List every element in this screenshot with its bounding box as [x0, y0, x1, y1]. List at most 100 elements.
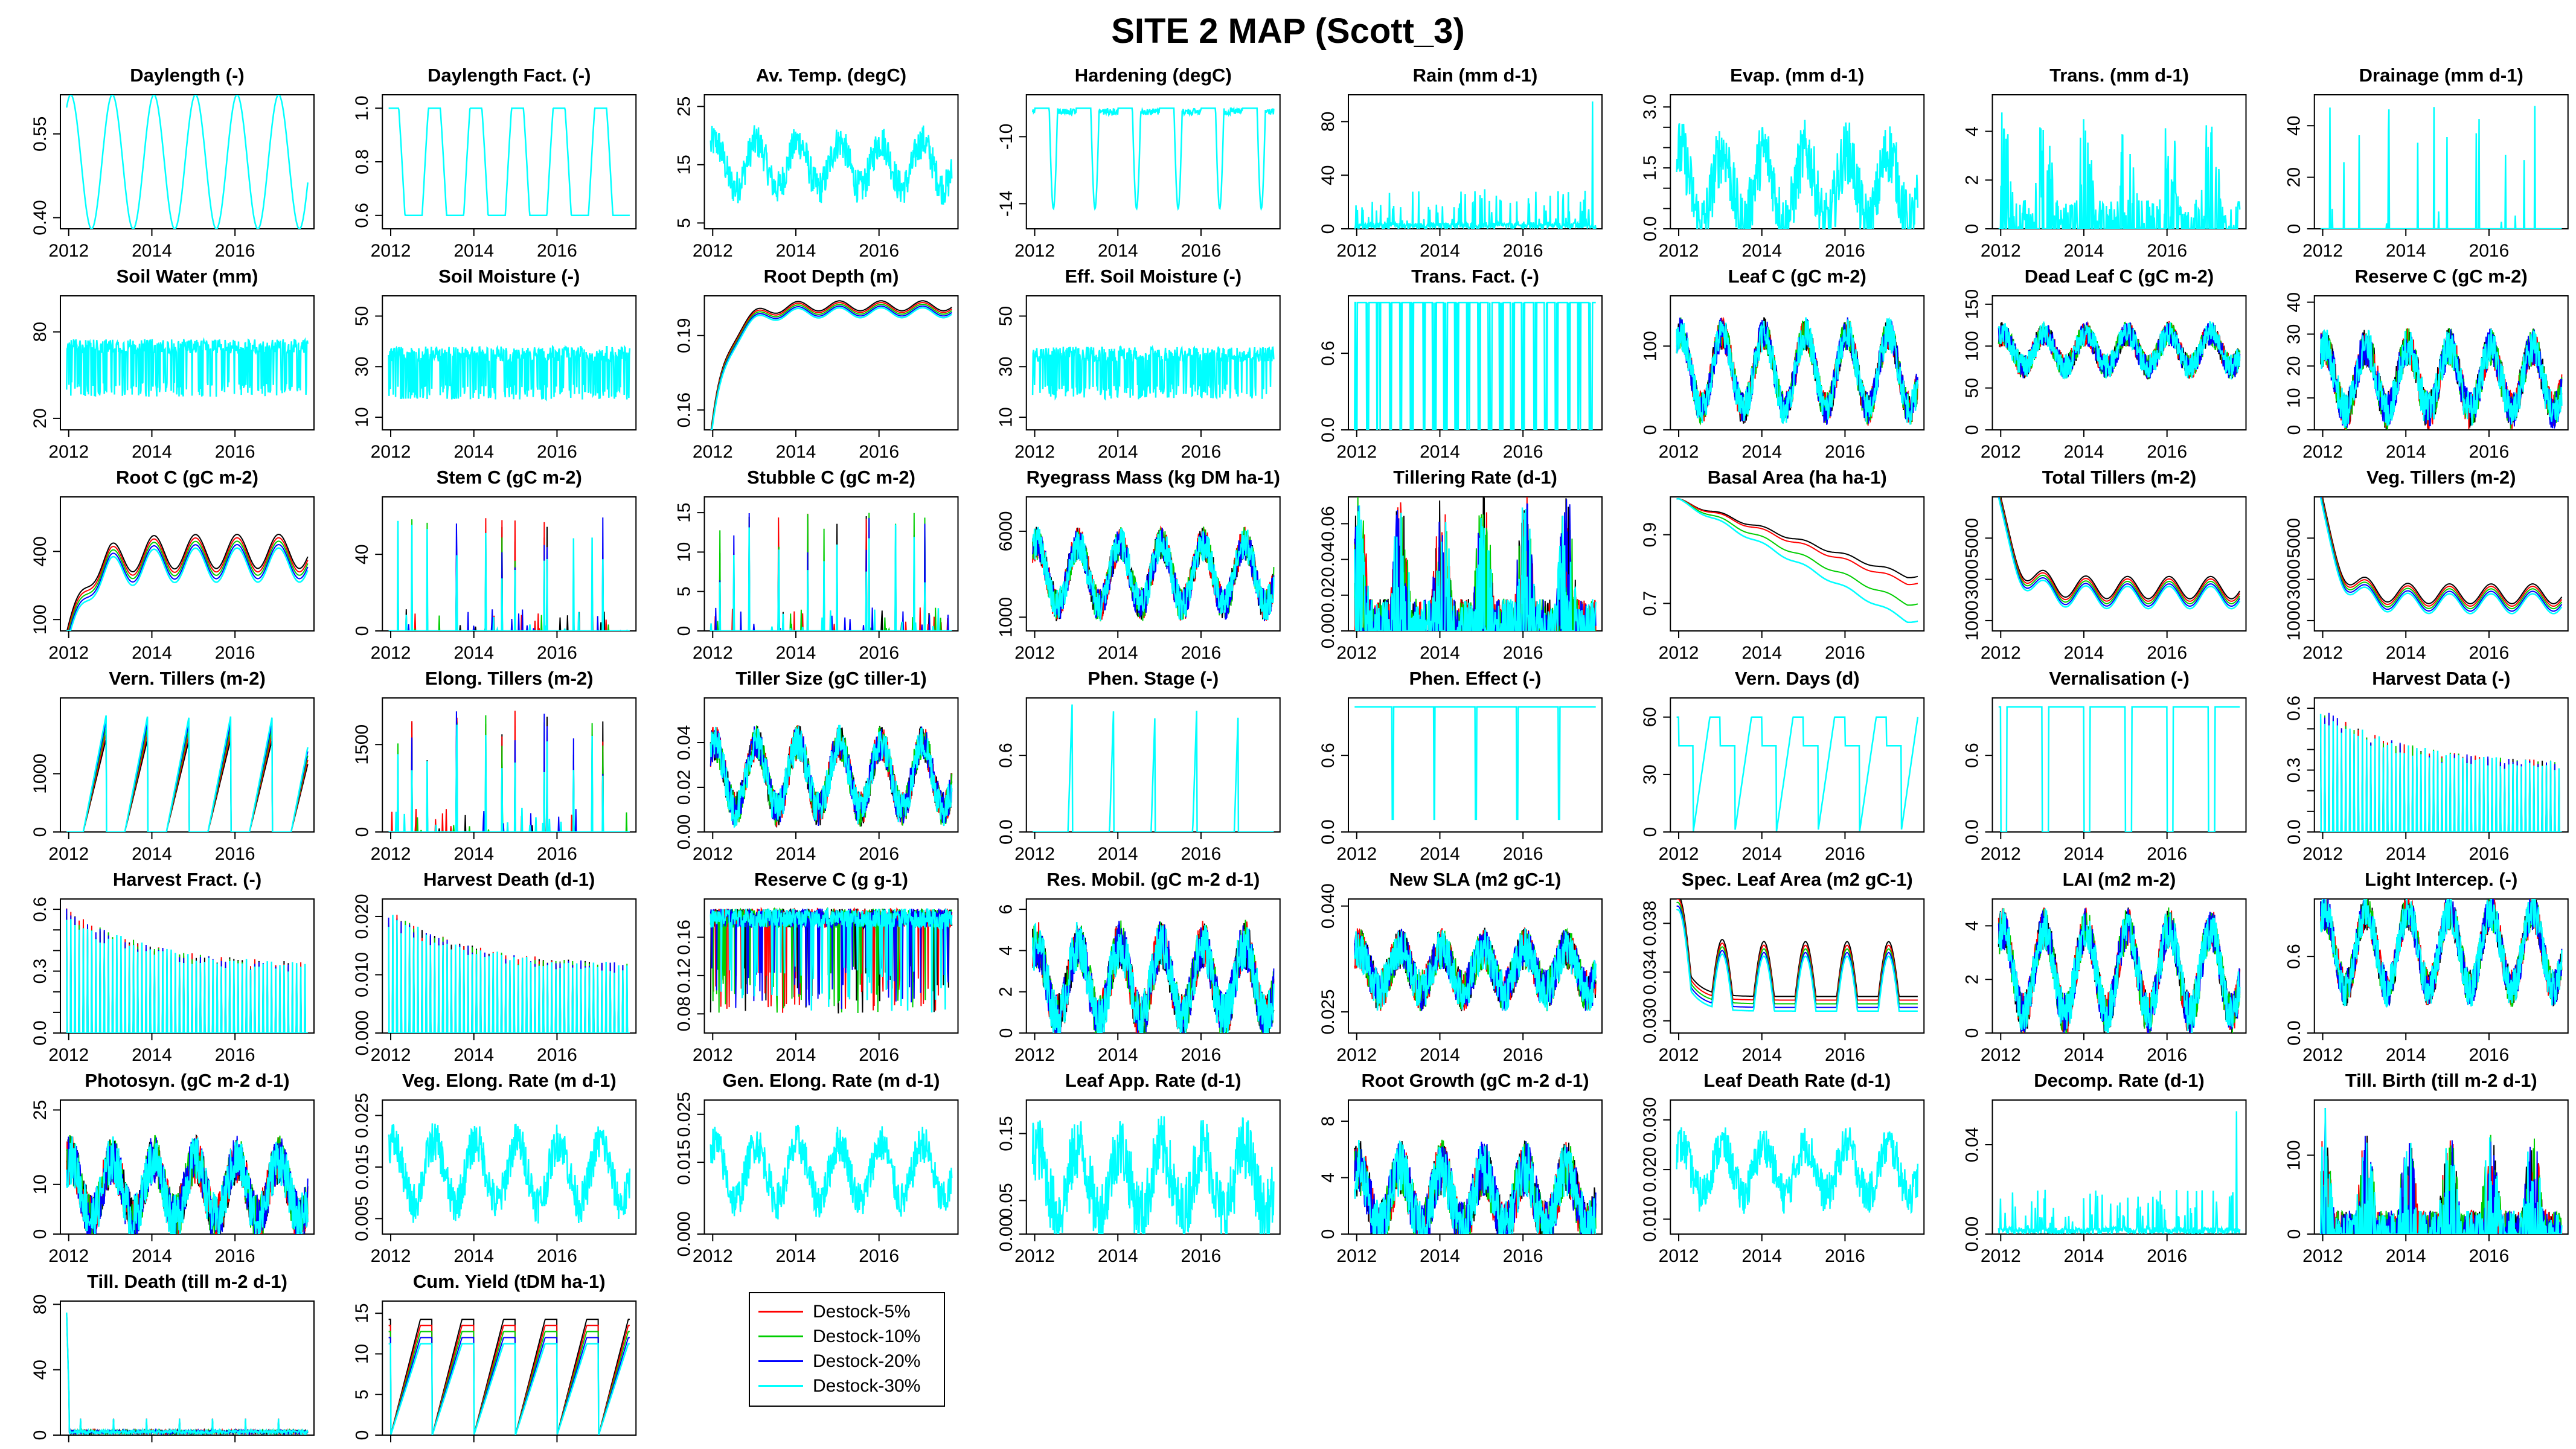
- y-tick-label: 400: [30, 536, 50, 566]
- y-tick-label: -10: [996, 124, 1016, 150]
- x-tick-label: 2016: [215, 241, 255, 261]
- series-line: [388, 517, 630, 631]
- y-tick-label: 80: [1318, 112, 1338, 132]
- plot-frame: [2313, 94, 2569, 229]
- y-tick-label: 150: [1962, 289, 1982, 319]
- y-tick-label: 0: [1640, 425, 1660, 435]
- y-tick-label: 5000: [2284, 518, 2304, 558]
- series-line: [710, 724, 953, 829]
- series-line: [66, 727, 309, 832]
- series-line: [66, 732, 309, 832]
- series-line: [1998, 497, 2241, 600]
- panel: Hardening (degC) 2012 2014 2016 -14 -10: [996, 65, 1281, 261]
- y-tick-label: 0.55: [30, 117, 50, 152]
- x-tick-label: 2012: [1981, 1246, 2021, 1266]
- series-line: [388, 1325, 630, 1435]
- series-line: [710, 907, 952, 1009]
- panel-title: Stem C (gC m-2): [437, 467, 582, 488]
- y-tick-label: 0.010: [1640, 1197, 1660, 1242]
- series-line: [2321, 497, 2563, 610]
- x-tick-label: 2012: [1014, 442, 1055, 462]
- panel: Evap. (mm d-1) 2012 2014 2016 0.0 1.5 3.0: [1640, 65, 1925, 261]
- y-tick-label: 10: [30, 1174, 50, 1194]
- x-tick-label: 2016: [215, 442, 255, 462]
- y-tick-label: 1500: [352, 724, 372, 765]
- y-tick-label: 30: [2284, 324, 2304, 344]
- x-tick-label: 2016: [215, 1246, 255, 1266]
- plot-frame: [2313, 898, 2569, 1034]
- y-tick-label: 0.025: [674, 1092, 694, 1137]
- legend-entry: Destock-30%: [758, 1374, 935, 1398]
- x-tick-label: 2014: [2386, 643, 2426, 663]
- series-line: [1031, 1116, 1275, 1234]
- panel-title: Root C (gC m-2): [116, 467, 258, 488]
- series-line: [66, 534, 309, 631]
- y-tick-label: 0.015: [674, 1140, 694, 1185]
- panel-title: Rain (mm d-1): [1413, 65, 1538, 86]
- panel-title: Total Tillers (m-2): [2042, 467, 2197, 488]
- y-tick-label: 4: [1962, 921, 1982, 931]
- y-tick-label: 10: [674, 542, 694, 562]
- x-tick-label: 2014: [2386, 844, 2426, 864]
- y-tick-label: 2: [996, 987, 1016, 997]
- x-tick-label: 2016: [859, 844, 899, 864]
- y-tick-label: 0.16: [674, 920, 694, 955]
- x-tick-label: 2012: [1336, 1045, 1377, 1065]
- panel: Elong. Tillers (m-2) 2012 2014 2016 0 1500: [352, 668, 637, 864]
- plot-frame: [1025, 94, 1281, 229]
- series-line: [66, 715, 309, 832]
- plot-frame: [382, 496, 637, 632]
- series-line: [1676, 317, 1919, 425]
- panel-title: Eff. Soil Moisture (-): [1065, 266, 1242, 287]
- panel-title: Cum. Yield (tDM ha-1): [413, 1271, 606, 1292]
- y-tick-label: 1000: [1962, 601, 1982, 641]
- y-tick-label: 0.030: [1640, 1097, 1660, 1142]
- x-tick-label: 2012: [1659, 1246, 1699, 1266]
- panel-title: Reserve C (gC m-2): [2355, 266, 2528, 287]
- y-tick-label: 0.04: [1962, 1127, 1982, 1162]
- plot-frame: [1025, 1099, 1281, 1235]
- panel: Vernalisation (-) 2012 2014 2016 0.0 0.6: [1962, 668, 2247, 864]
- panel: Stubble C (gC m-2) 2012 2014 2016 0 5 10 15: [674, 467, 959, 663]
- series-line: [1998, 908, 2241, 1033]
- series-line: [2319, 1108, 2563, 1234]
- panel-title: Trans. Fact. (-): [1411, 266, 1539, 287]
- series-line: [66, 738, 309, 832]
- x-tick-label: 2012: [693, 844, 733, 864]
- y-tick-label: 100: [1640, 331, 1660, 361]
- series-line: [388, 711, 630, 832]
- panel: Daylength Fact. (-) 2012 2014 2016 0.6 0.8 1.0: [352, 65, 637, 261]
- panel: Till. Death (till m-2 d-1) 2012 2014 2016 0 4…: [30, 1271, 315, 1449]
- series-line: [710, 300, 952, 430]
- plot-frame: [1348, 898, 1603, 1034]
- x-tick-label: 2014: [453, 241, 494, 261]
- plot-frame: [1025, 295, 1281, 430]
- plot-frame: [60, 295, 315, 430]
- x-tick-label: 2014: [1098, 1246, 1138, 1266]
- series-line: [66, 1312, 308, 1435]
- series-line: [1354, 301, 1596, 430]
- plot-frame: [1670, 496, 1925, 632]
- x-tick-label: 2016: [537, 1045, 577, 1065]
- y-tick-label: 0.6: [1962, 743, 1982, 768]
- series-line: [66, 1312, 309, 1435]
- x-tick-label: 2012: [2302, 844, 2343, 864]
- series-line: [1676, 497, 1918, 586]
- panel-title: Reserve C (g g-1): [754, 869, 908, 890]
- panel-title: Decomp. Rate (d-1): [2034, 1070, 2204, 1091]
- panel: New SLA (m2 gC-1) 2012 2014 2016 0.025 0.040: [1318, 869, 1603, 1065]
- series-line: [1998, 497, 2241, 607]
- panel: Basal Area (ha ha-1) 2012 2014 2016 0.7 0.9: [1640, 467, 1925, 663]
- x-tick-label: 2012: [371, 1045, 411, 1065]
- plot-frame: [60, 94, 315, 229]
- series-line: [388, 1343, 630, 1435]
- series-line: [1676, 716, 1919, 832]
- y-tick-label: 25: [674, 97, 694, 117]
- panel: Veg. Elong. Rate (m d-1) 2012 2014 2016 0.00…: [352, 1070, 637, 1266]
- y-tick-label: 0.6: [1318, 341, 1338, 366]
- panel-title: Res. Mobil. (gC m-2 d-1): [1046, 869, 1260, 890]
- panel: Drainage (mm d-1) 2012 2014 2016 0 20 40: [2284, 65, 2569, 261]
- y-tick-label: 1.5: [1640, 155, 1660, 181]
- y-tick-label: 20: [30, 408, 50, 428]
- x-tick-label: 2016: [1825, 1246, 1865, 1266]
